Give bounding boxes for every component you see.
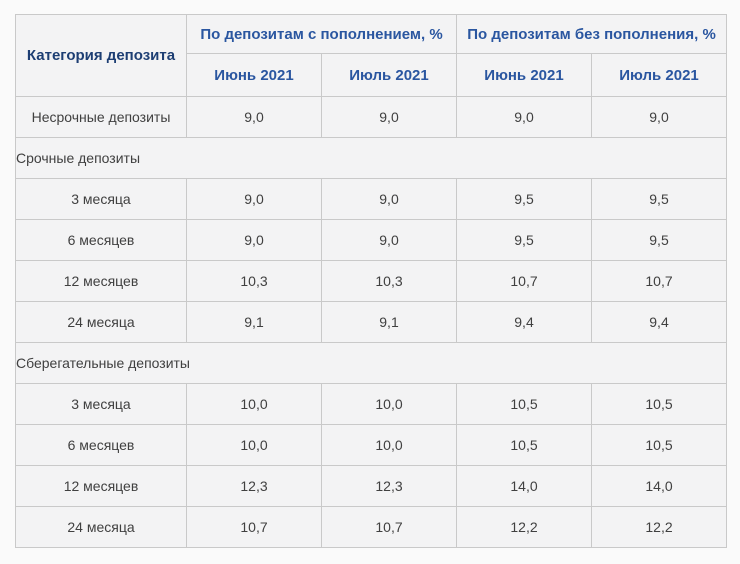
rate-cell: 10,5 — [456, 424, 592, 466]
rate-cell: 10,7 — [590, 260, 728, 302]
rate-cell: 10,0 — [186, 424, 322, 466]
rate-cell: 12,3 — [186, 465, 322, 507]
table-row: 3 месяца 9,0 9,0 9,5 9,5 — [15, 178, 728, 220]
rate-cell: 10,0 — [321, 383, 457, 425]
rate-cell: 10,0 — [321, 424, 457, 466]
table-row: 6 месяцев 10,0 10,0 10,5 10,5 — [15, 424, 728, 466]
rate-cell: 9,4 — [456, 301, 592, 343]
rate-cell: 10,0 — [186, 383, 322, 425]
table-row: 3 месяца 10,0 10,0 10,5 10,5 — [15, 383, 728, 425]
month-header-july-without: Июль 2021 — [590, 53, 728, 97]
rate-cell: 10,5 — [456, 383, 592, 425]
rate-cell: 9,1 — [321, 301, 457, 343]
rate-cell: 10,5 — [590, 424, 728, 466]
group-header-with-replenishment: По депозитам с пополнением, % — [186, 14, 457, 54]
rate-cell: 9,5 — [456, 178, 592, 220]
rate-cell: 9,0 — [186, 178, 322, 220]
row-label: 3 месяца — [15, 178, 187, 220]
rate-cell: 9,5 — [590, 178, 728, 220]
month-header-june-without: Июнь 2021 — [456, 53, 592, 97]
row-label: 12 месяцев — [15, 260, 187, 302]
rate-cell: 10,3 — [186, 260, 322, 302]
row-label: 24 месяца — [15, 301, 187, 343]
rate-cell: 10,7 — [321, 506, 457, 548]
table-row: Несрочные депозиты 9,0 9,0 9,0 9,0 — [15, 96, 728, 138]
rate-cell: 9,0 — [321, 178, 457, 220]
table-row: 12 месяцев 12,3 12,3 14,0 14,0 — [15, 465, 728, 507]
row-label: 6 месяцев — [15, 424, 187, 466]
row-label: 24 месяца — [15, 506, 187, 548]
month-header-july-with: Июль 2021 — [321, 53, 457, 97]
group-header-without-replenishment: По депозитам без пополнения, % — [455, 14, 728, 54]
section-row: Срочные депозиты — [14, 137, 728, 179]
rate-cell: 9,0 — [321, 96, 457, 138]
rate-cell: 9,0 — [186, 96, 322, 138]
rate-cell: 12,3 — [321, 465, 457, 507]
rate-cell: 10,3 — [321, 260, 457, 302]
rate-cell: 10,5 — [590, 383, 728, 425]
rate-cell: 9,0 — [456, 96, 592, 138]
deposit-rates-table-container: Категория депозита По депозитам с пополн… — [14, 14, 728, 548]
rate-cell: 9,4 — [590, 301, 728, 343]
table-row: 24 месяца 10,7 10,7 12,2 12,2 — [15, 506, 728, 548]
category-column-header: Категория депозита — [15, 14, 187, 97]
rate-cell: 9,0 — [321, 219, 457, 261]
rate-cell: 14,0 — [456, 465, 592, 507]
rate-cell: 12,2 — [456, 506, 592, 548]
month-header-june-with: Июнь 2021 — [186, 53, 322, 97]
table-row: 24 месяца 9,1 9,1 9,4 9,4 — [15, 301, 728, 343]
rate-cell: 9,5 — [456, 219, 592, 261]
table-row: 12 месяцев 10,3 10,3 10,7 10,7 — [15, 260, 728, 302]
table-row: 6 месяцев 9,0 9,0 9,5 9,5 — [15, 219, 728, 261]
section-label: Сберегательные депозиты — [14, 342, 728, 384]
rate-cell: 14,0 — [590, 465, 728, 507]
rate-cell: 9,0 — [590, 96, 728, 138]
rate-cell: 12,2 — [590, 506, 728, 548]
row-label: Несрочные депозиты — [15, 96, 187, 138]
section-label: Срочные депозиты — [14, 137, 728, 179]
month-header-row: Июнь 2021 Июль 2021 Июнь 2021 Июль 2021 — [16, 53, 728, 97]
row-label: 12 месяцев — [15, 465, 187, 507]
rate-cell: 9,0 — [186, 219, 322, 261]
row-label: 3 месяца — [15, 383, 187, 425]
group-header-row: Категория депозита По депозитам с пополн… — [15, 14, 728, 97]
rate-cell: 10,7 — [456, 260, 592, 302]
row-label: 6 месяцев — [15, 219, 187, 261]
rate-cell: 9,5 — [590, 219, 728, 261]
section-row: Сберегательные депозиты — [14, 342, 728, 384]
deposit-rates-table: Категория депозита По депозитам с пополн… — [14, 14, 728, 548]
rate-cell: 9,1 — [186, 301, 322, 343]
rate-cell: 10,7 — [186, 506, 322, 548]
